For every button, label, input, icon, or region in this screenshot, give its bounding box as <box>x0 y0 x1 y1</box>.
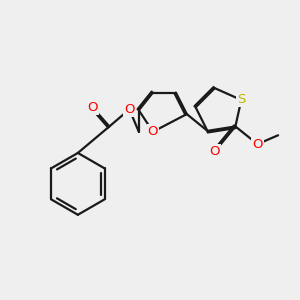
Text: O: O <box>148 125 158 138</box>
Text: O: O <box>124 103 135 116</box>
Text: O: O <box>252 138 263 151</box>
Text: S: S <box>237 93 245 106</box>
Text: O: O <box>87 101 98 114</box>
Text: O: O <box>209 145 220 158</box>
